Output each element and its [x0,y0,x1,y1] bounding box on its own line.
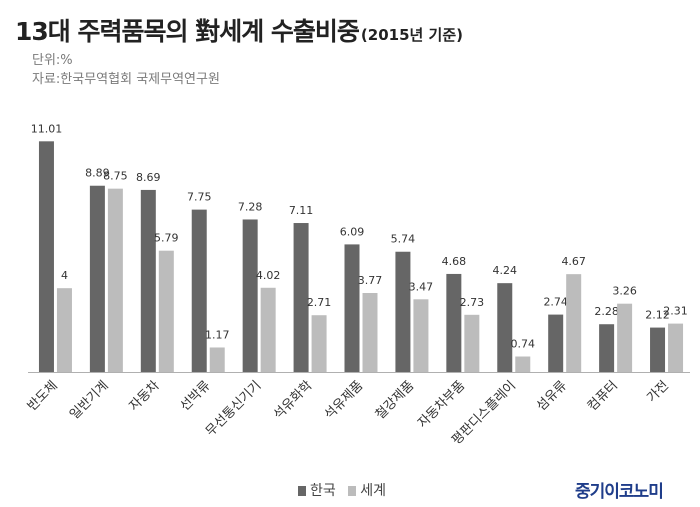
data-label-korea-4: 7.28 [238,200,263,213]
data-label-world-1: 8.75 [103,170,128,183]
data-label-world-11: 3.26 [612,285,637,298]
data-label-korea-6: 6.09 [340,225,365,238]
data-label-korea-10: 2.74 [543,296,568,309]
data-label-world-5: 2.71 [307,296,332,309]
data-label-korea-0: 11.01 [31,122,63,135]
data-label-world-2: 5.79 [154,232,179,245]
bar-world-5 [311,315,327,372]
category-label-5: 석유화학 [271,378,315,422]
bar-world-3 [209,347,225,372]
data-label-world-8: 2.73 [460,296,485,309]
bar-world-6 [362,293,378,372]
data-label-world-6: 3.77 [358,274,383,287]
bar-korea-0 [38,141,54,372]
legend-item-korea: 한국 [298,483,340,499]
bar-korea-9 [497,283,513,372]
bar-world-11 [617,303,633,372]
bar-korea-6 [344,244,360,372]
data-label-korea-7: 5.74 [391,233,416,246]
data-label-korea-8: 4.68 [442,255,467,268]
bar-korea-12 [650,327,666,372]
category-label-7: 철강제품 [373,378,417,422]
unit-label: 단위:% [32,53,73,68]
bar-world-4 [260,287,276,372]
bar-korea-7 [395,251,411,372]
legend-label-world: 세계 [360,483,386,499]
data-label-korea-11: 2.28 [594,305,619,318]
bar-korea-5 [293,223,309,372]
data-label-korea-12: 2.12 [645,309,670,322]
category-label-3: 선박류 [178,378,214,414]
bar-world-2 [158,250,174,372]
bar-korea-4 [242,219,258,372]
title-year: (2015년 기준) [360,26,463,44]
category-label-10: 섬유류 [534,378,570,414]
data-label-world-3: 1.17 [205,328,230,341]
data-label-korea-9: 4.24 [493,264,518,277]
source-label: 자료:한국무역협회 국제무역연구원 [32,72,220,87]
title-main: 13대 주력품목의 對세계 수출비중 [15,17,360,46]
category-label-1: 일반기계 [67,378,111,422]
bar-world-7 [413,299,429,372]
category-label-0: 반도체 [25,378,61,414]
data-label-korea-5: 7.11 [289,204,314,217]
bar-korea-11 [599,324,615,372]
bar-world-9 [515,356,531,372]
data-label-korea-2: 8.69 [136,171,161,184]
category-label-8: 자동차부품 [415,378,468,431]
bar-korea-1 [89,185,105,372]
data-label-world-0: 4 [61,269,68,282]
bar-korea-3 [191,209,207,372]
data-label-world-4: 4.02 [256,269,281,282]
category-label-4: 무선통신기기 [203,378,264,439]
data-label-world-12: 2.31 [663,305,688,318]
data-label-korea-1: 8.89 [85,167,110,180]
bar-world-8 [464,314,480,372]
bar-korea-10 [548,314,564,372]
bar-korea-8 [446,273,462,372]
bar-world-12 [668,323,684,372]
bar-world-0 [56,288,72,372]
data-label-world-7: 3.47 [409,280,434,293]
legend: 한국 세계 [298,480,394,500]
bar-world-1 [107,188,123,372]
category-label-11: 컴퓨터 [585,378,621,414]
category-label-6: 석유제품 [322,378,366,422]
bar-korea-2 [140,189,156,372]
legend-swatch-world [348,486,357,496]
data-label-korea-3: 7.75 [187,191,212,204]
legend-label-korea: 한국 [310,483,336,499]
data-label-world-10: 4.67 [561,255,586,268]
legend-swatch-korea [298,486,306,496]
bar-world-10 [566,274,582,372]
chart-title: 13대 주력품목의 對세계 수출비중 (2015년 기준) [15,12,463,48]
category-label-12: 가전 [644,378,672,406]
legend-item-world: 세계 [348,483,386,499]
data-label-world-9: 0.74 [511,337,536,350]
brand-logo: 중기이코노미 [575,482,664,502]
category-label-2: 자동차 [127,378,163,414]
